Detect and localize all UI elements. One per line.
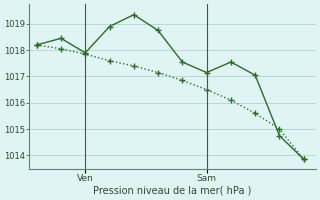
X-axis label: Pression niveau de la mer( hPa ): Pression niveau de la mer( hPa ) [93,186,252,196]
